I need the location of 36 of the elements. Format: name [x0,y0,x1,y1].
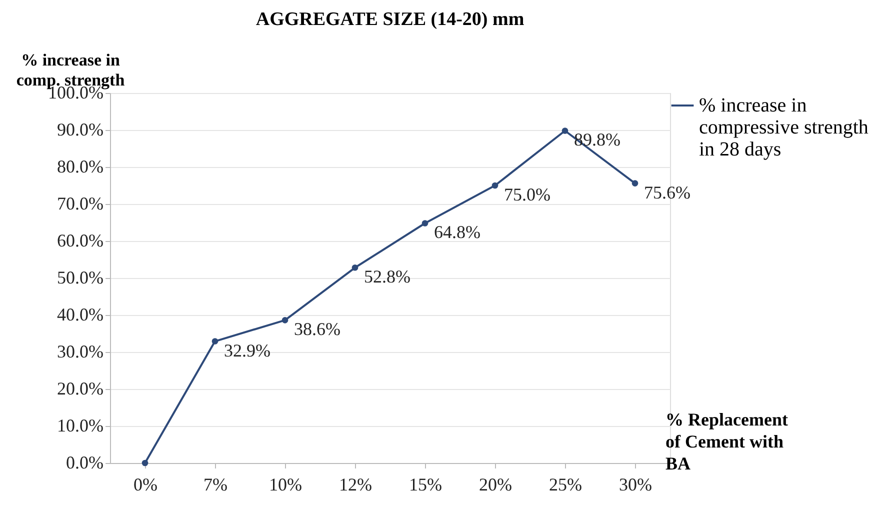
point [282,317,288,324]
point [352,264,358,271]
y-tick-label: 0.0% [66,452,104,472]
x-tick-label: 25% [549,474,582,494]
x-axis-title: % Replacement of Cement with BA [666,410,788,474]
y-tick-label: 60.0% [57,230,104,250]
x-tick-label: 12% [339,474,372,494]
point [632,180,638,186]
data-label: 52.8% [364,266,410,287]
data-label: 64.8% [434,222,480,242]
y-tick-label: 20.0% [57,378,104,398]
point [422,220,428,226]
data-label: 75.6% [644,182,690,202]
x-tick-label: 7% [204,474,228,494]
point [562,128,568,134]
x-tick-label: 15% [409,474,442,494]
x-tick-label: 10% [269,474,302,494]
point [142,460,148,466]
y-tick-label: 30.0% [57,342,104,362]
y-tick-label: 70.0% [57,194,104,214]
data-label: 32.9% [224,340,270,360]
x-tick-label: 20% [479,474,512,494]
data-label: 75.0% [504,184,550,204]
legend-label: % increase in compressive strength in 28 days [699,94,868,160]
y-tick-label: 10.0% [57,416,104,436]
y-tick-label: 40.0% [57,304,104,324]
y-tick-label: 80.0% [57,156,104,176]
data-label: 38.6% [294,319,340,340]
x-tick-label: 0% [134,474,158,494]
x-tick-label: 30% [619,474,652,494]
y-tick-label: 90.0% [57,120,104,140]
point [212,338,218,344]
point [492,182,498,189]
y-tick-label: 50.0% [57,268,104,288]
data-label: 89.8% [574,130,620,150]
chart-title: AGGREGATE SIZE (14-20) mm [256,9,524,30]
